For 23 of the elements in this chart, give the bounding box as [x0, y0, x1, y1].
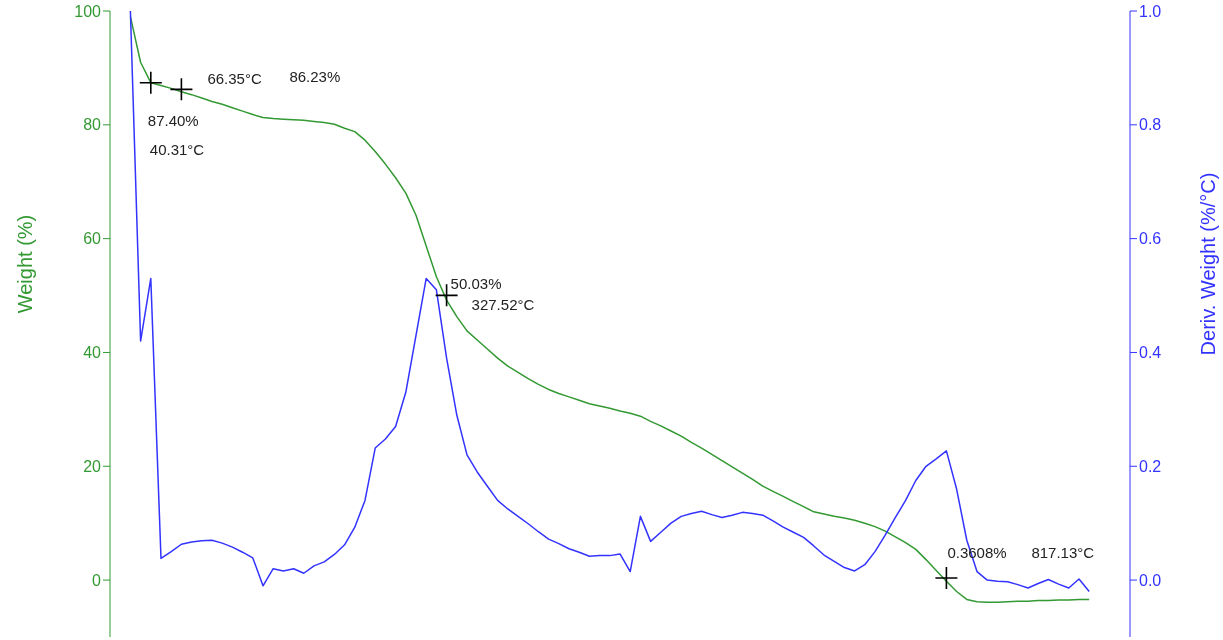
annotation: 87.40%: [147, 112, 199, 130]
annotation: 40.31°C: [149, 141, 205, 159]
y2-tick-label: 1.0: [1139, 2, 1162, 20]
y2-tick-label: 0.0: [1139, 571, 1162, 589]
y2-tick-label: 0.8: [1139, 116, 1162, 134]
point: [139, 71, 162, 94]
y-tick-label: 80: [83, 116, 102, 134]
annotation: 66.35°C: [207, 69, 262, 87]
y-tick-label: 60: [83, 230, 102, 248]
y-axis-title: Weight (%): [14, 214, 36, 314]
y-tick-label: 20: [83, 457, 102, 475]
y-tick-label: 0: [92, 571, 102, 589]
annotation: 327.52°C: [471, 295, 535, 313]
y-tick-label: 100: [74, 2, 102, 20]
annotation: 50.03%: [450, 274, 502, 292]
y2-tick-label: 0.2: [1139, 457, 1162, 475]
y2-axis-title: Deriv. Weight (%/°C): [1197, 172, 1219, 356]
point: [935, 567, 958, 590]
annotation: 817.13°C: [1031, 543, 1095, 561]
y-tick-label: 40: [83, 344, 102, 362]
y2-tick-label: 0.4: [1139, 344, 1162, 362]
annotation: 86.23%: [289, 67, 341, 85]
y2-tick-label: 0.6: [1139, 230, 1162, 248]
